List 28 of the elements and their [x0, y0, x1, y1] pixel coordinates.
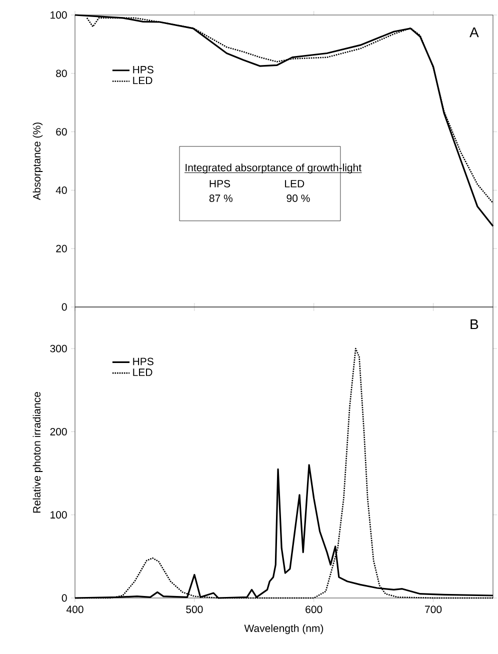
- y-tick-label: 100: [50, 511, 67, 519]
- x-tick-label: 600: [306, 606, 322, 614]
- x-tick-label: 700: [425, 606, 442, 614]
- y-tick-label: 0: [62, 594, 67, 602]
- x-tick-label: 400: [66, 606, 84, 614]
- y-axis-title: Absorptance (%): [32, 122, 43, 200]
- annotation: HPS: [210, 180, 230, 188]
- annotation: A: [470, 27, 479, 38]
- legend-label: HPS: [133, 66, 154, 74]
- annotation: B: [470, 319, 478, 330]
- annotation: 87 %: [209, 194, 232, 202]
- y-tick-label: 60: [56, 128, 67, 136]
- y-tick-label: 300: [50, 344, 67, 352]
- x-axis-title: Wavelength (nm): [244, 624, 324, 634]
- y-tick-label: 80: [56, 70, 67, 78]
- legend-label: LED: [133, 76, 152, 84]
- legend-label: LED: [133, 368, 152, 376]
- y-tick-label: 200: [50, 428, 67, 436]
- legend-label: HPS: [133, 358, 154, 366]
- annotation: LED: [285, 180, 304, 188]
- y-tick-label: 0: [62, 303, 67, 311]
- y-tick-label: 20: [56, 244, 67, 252]
- y-tick-label: 40: [56, 186, 67, 194]
- annotation: 90 %: [286, 194, 310, 202]
- y-axis-title: Relative photon irradiance: [32, 392, 43, 513]
- y-tick-label: 100: [50, 11, 67, 19]
- annotation: Integrated absorptance of growth-light: [186, 164, 362, 174]
- x-tick-label: 500: [186, 606, 203, 614]
